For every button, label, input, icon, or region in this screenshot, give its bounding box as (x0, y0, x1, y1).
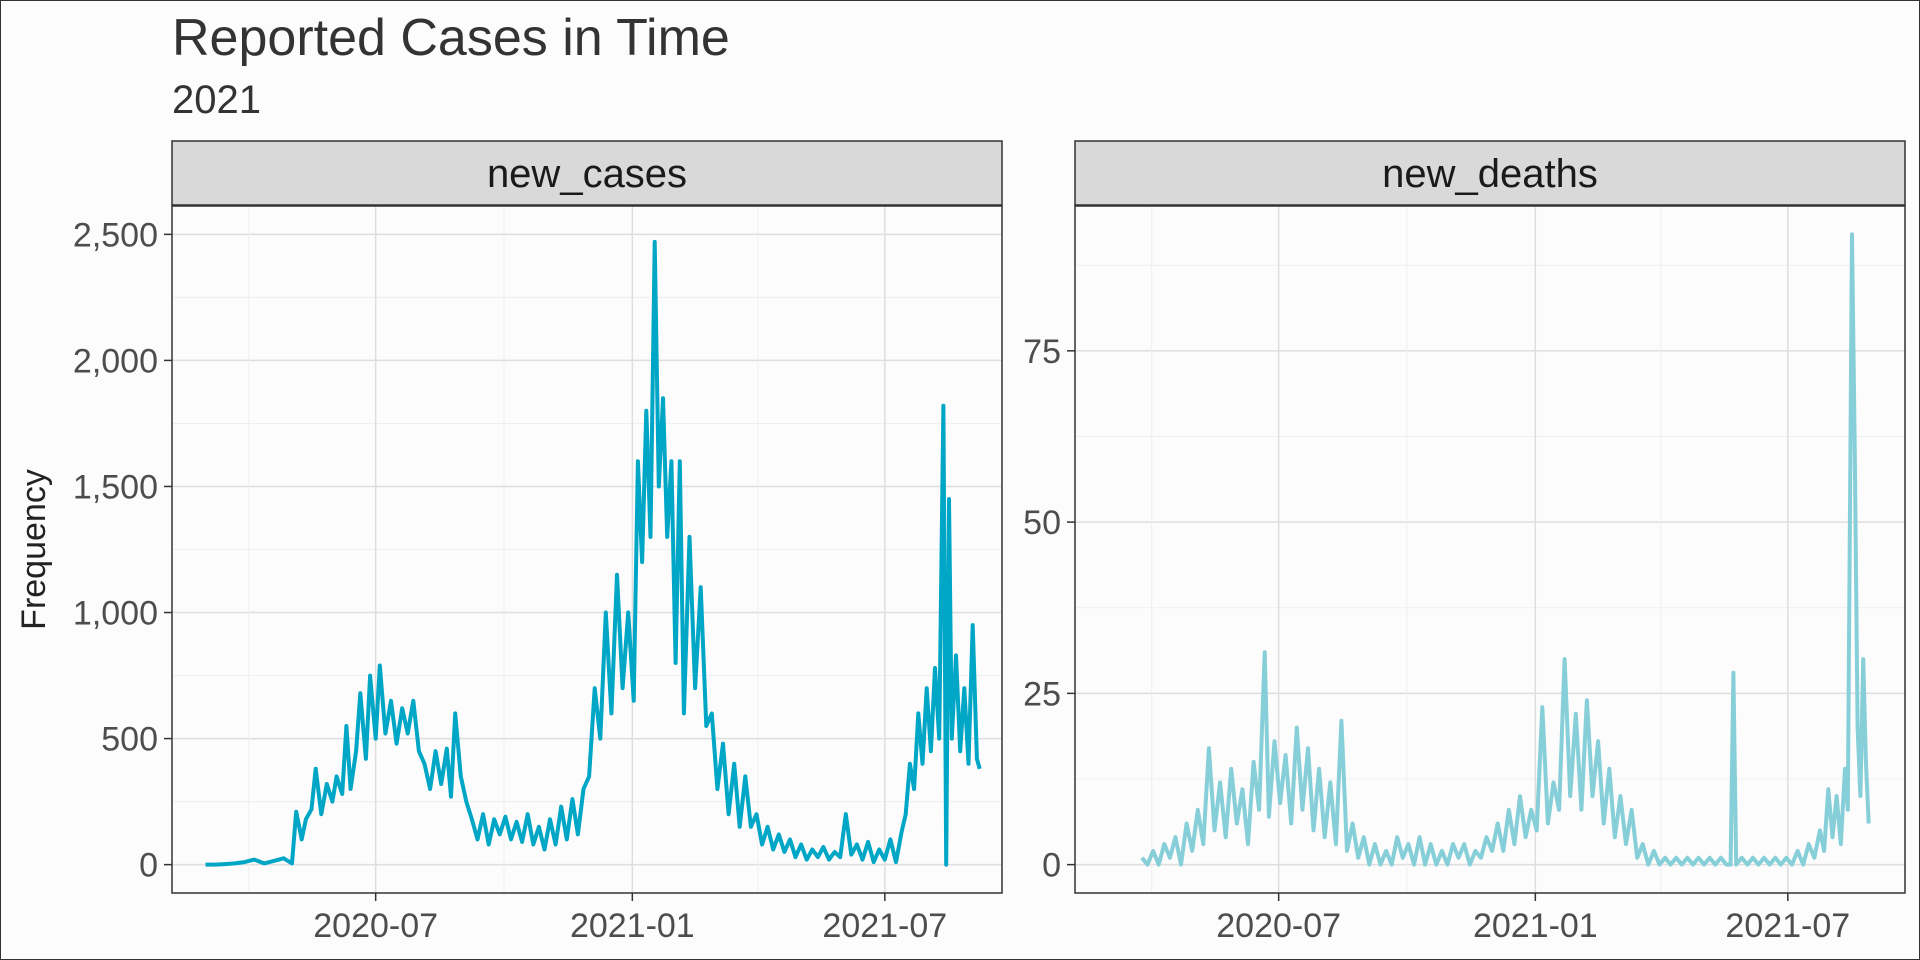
y-tick-label: 25 (1023, 675, 1061, 713)
facet-strip (171, 140, 1003, 206)
y-tick-label: 1,500 (73, 468, 158, 506)
x-tick-label: 2021-01 (570, 907, 695, 945)
series-line-new_cases (205, 239, 982, 867)
panel-background (1075, 206, 1905, 893)
y-tick-label: 0 (1042, 847, 1061, 885)
y-tick-label: 2,000 (73, 342, 158, 380)
y-axis-title: Frequency (15, 469, 53, 630)
chart-subtitle: 2021 (172, 78, 261, 122)
series-line-new_deaths (1140, 232, 1871, 867)
x-tick-label: 2021-07 (822, 907, 947, 945)
y-tick-label: 1,000 (73, 595, 158, 633)
facet-label: new_deaths (1382, 152, 1598, 196)
x-tick-label: 2021-01 (1473, 907, 1598, 945)
facet-label: new_cases (487, 152, 687, 196)
y-tick-label: 500 (101, 721, 158, 759)
x-tick-label: 2021-07 (1725, 907, 1850, 945)
panel-border (1074, 205, 1906, 894)
panel-border (171, 205, 1003, 894)
x-tick-label: 2020-07 (1216, 907, 1341, 945)
chart-title: Reported Cases in Time (172, 9, 730, 67)
x-tick-label: 2020-07 (313, 907, 438, 945)
facet-strip (1074, 140, 1906, 206)
y-tick-label: 75 (1023, 333, 1061, 371)
y-tick-label: 2,500 (73, 216, 158, 254)
panel-new_cases: new_cases 0 500 1,000 1,500 2,000 2,500 2020-07… (73, 140, 1003, 945)
y-tick-label: 0 (139, 847, 158, 885)
y-tick-label: 50 (1023, 504, 1061, 542)
panel-new_deaths: new_deaths 0 25 50 75 2020-07 2021-01 2021-07 (1023, 140, 1906, 945)
